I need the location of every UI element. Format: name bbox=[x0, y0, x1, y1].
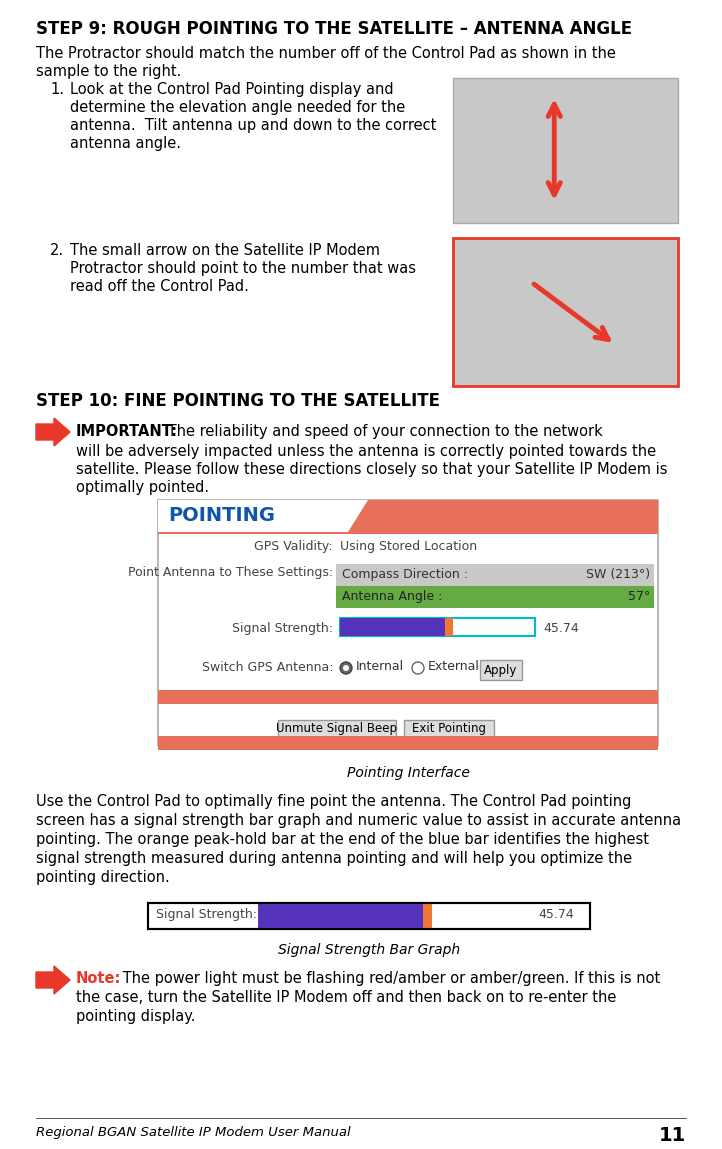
Bar bbox=[340, 618, 445, 637]
Text: Look at the Control Pad Pointing display and: Look at the Control Pad Pointing display… bbox=[70, 82, 393, 97]
Text: 45.74: 45.74 bbox=[543, 622, 579, 635]
Text: Switch GPS Antenna:: Switch GPS Antenna: bbox=[201, 661, 333, 674]
Bar bbox=[453, 238, 678, 386]
Text: will be adversely impacted unless the antenna is correctly pointed towards the: will be adversely impacted unless the an… bbox=[76, 444, 656, 458]
Text: Signal Strength:: Signal Strength: bbox=[232, 622, 333, 635]
Text: Exit Pointing: Exit Pointing bbox=[412, 722, 486, 735]
Polygon shape bbox=[36, 966, 70, 994]
Text: Point Antenna to These Settings:: Point Antenna to These Settings: bbox=[128, 566, 333, 579]
Bar bbox=[148, 903, 590, 930]
Text: IMPORTANT:: IMPORTANT: bbox=[76, 424, 178, 439]
Text: signal strength measured during antenna pointing and will help you optimize the: signal strength measured during antenna … bbox=[36, 851, 632, 866]
Bar bbox=[480, 660, 522, 680]
Bar bbox=[278, 720, 396, 740]
Text: 11: 11 bbox=[658, 1126, 686, 1146]
Text: pointing. The orange peak-hold bar at the end of the blue bar identifies the hig: pointing. The orange peak-hold bar at th… bbox=[36, 832, 649, 847]
Circle shape bbox=[340, 662, 352, 674]
Text: pointing direction.: pointing direction. bbox=[36, 870, 170, 885]
Bar bbox=[453, 78, 678, 223]
Text: Using Stored Location: Using Stored Location bbox=[340, 540, 477, 553]
Text: 2.: 2. bbox=[50, 242, 64, 259]
Text: Antenna Angle :: Antenna Angle : bbox=[342, 589, 443, 603]
Text: Compass Direction :: Compass Direction : bbox=[342, 568, 468, 581]
Text: Signal Strength Bar Graph: Signal Strength Bar Graph bbox=[278, 943, 460, 957]
Text: sample to the right.: sample to the right. bbox=[36, 64, 181, 79]
Text: Signal Strength:: Signal Strength: bbox=[156, 908, 257, 921]
Text: antenna.  Tilt antenna up and down to the correct: antenna. Tilt antenna up and down to the… bbox=[70, 118, 436, 133]
Circle shape bbox=[343, 665, 349, 671]
Bar bbox=[445, 618, 453, 637]
Polygon shape bbox=[36, 418, 70, 446]
Text: pointing display.: pointing display. bbox=[76, 1009, 196, 1024]
Text: Apply: Apply bbox=[484, 664, 518, 677]
Bar bbox=[148, 903, 590, 930]
Text: GPS Validity:: GPS Validity: bbox=[254, 540, 333, 553]
Text: 45.74: 45.74 bbox=[538, 908, 574, 921]
Bar bbox=[336, 564, 654, 586]
Text: STEP 10: FINE POINTING TO THE SATELLITE: STEP 10: FINE POINTING TO THE SATELLITE bbox=[36, 392, 440, 410]
Bar bbox=[404, 720, 494, 740]
Text: satellite. Please follow these directions closely so that your Satellite IP Mode: satellite. Please follow these direction… bbox=[76, 462, 668, 477]
Text: The small arrow on the Satellite IP Modem: The small arrow on the Satellite IP Mode… bbox=[70, 242, 380, 259]
Text: SW (213°): SW (213°) bbox=[586, 568, 650, 581]
Bar bbox=[158, 500, 658, 746]
Bar bbox=[336, 586, 654, 608]
Text: Unmute Signal Beep: Unmute Signal Beep bbox=[277, 722, 398, 735]
Text: the case, turn the Satellite IP Modem off and then back on to re-enter the: the case, turn the Satellite IP Modem of… bbox=[76, 990, 617, 1005]
Text: antenna angle.: antenna angle. bbox=[70, 136, 181, 151]
Text: Use the Control Pad to optimally fine point the antenna. The Control Pad pointin: Use the Control Pad to optimally fine po… bbox=[36, 794, 631, 809]
Text: The reliability and speed of your connection to the network: The reliability and speed of your connec… bbox=[163, 424, 603, 439]
Text: optimally pointed.: optimally pointed. bbox=[76, 480, 209, 495]
Bar bbox=[158, 691, 658, 704]
Bar bbox=[258, 903, 423, 930]
Text: The Protractor should match the number off of the Control Pad as shown in the: The Protractor should match the number o… bbox=[36, 46, 616, 61]
Text: Internal: Internal bbox=[356, 660, 404, 673]
Text: Note:: Note: bbox=[76, 971, 121, 986]
Text: 57°: 57° bbox=[627, 589, 650, 603]
Text: POINTING: POINTING bbox=[168, 506, 275, 525]
Bar bbox=[423, 903, 432, 930]
Text: determine the elevation angle needed for the: determine the elevation angle needed for… bbox=[70, 100, 405, 115]
Text: The power light must be flashing red/amber or amber/green. If this is not: The power light must be flashing red/amb… bbox=[118, 971, 660, 986]
Text: STEP 9: ROUGH POINTING TO THE SATELLITE – ANTENNA ANGLE: STEP 9: ROUGH POINTING TO THE SATELLITE … bbox=[36, 20, 632, 38]
Bar bbox=[340, 618, 535, 637]
Bar bbox=[158, 500, 658, 532]
Text: read off the Control Pad.: read off the Control Pad. bbox=[70, 279, 249, 294]
Text: screen has a signal strength bar graph and numeric value to assist in accurate a: screen has a signal strength bar graph a… bbox=[36, 813, 681, 828]
Text: Pointing Interface: Pointing Interface bbox=[347, 766, 469, 780]
Bar bbox=[158, 737, 658, 750]
Text: External: External bbox=[428, 660, 480, 673]
Text: 1.: 1. bbox=[50, 82, 64, 97]
Text: Regional BGAN Satellite IP Modem User Manual: Regional BGAN Satellite IP Modem User Ma… bbox=[36, 1126, 351, 1139]
Text: Protractor should point to the number that was: Protractor should point to the number th… bbox=[70, 261, 416, 276]
Bar bbox=[158, 532, 658, 534]
Polygon shape bbox=[348, 500, 658, 532]
